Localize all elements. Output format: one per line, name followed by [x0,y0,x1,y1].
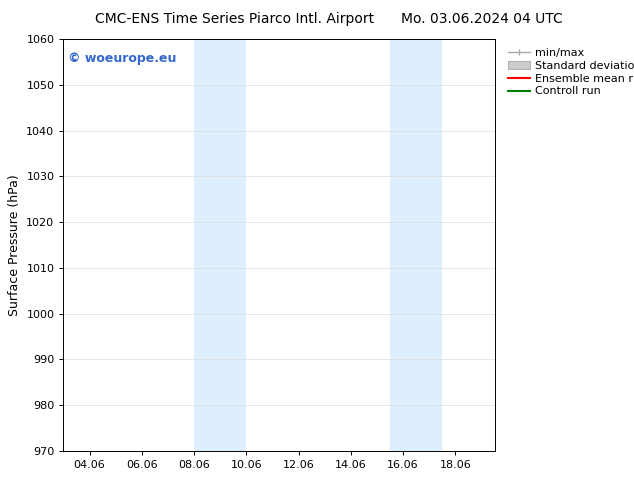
Y-axis label: Surface Pressure (hPa): Surface Pressure (hPa) [8,174,21,316]
Legend: min/max, Standard deviation, Ensemble mean run, Controll run: min/max, Standard deviation, Ensemble me… [505,45,634,100]
Text: Mo. 03.06.2024 04 UTC: Mo. 03.06.2024 04 UTC [401,12,563,26]
Bar [390,39,443,451]
Text: © woeurope.eu: © woeurope.eu [68,51,176,65]
Bar [194,39,246,451]
Text: CMC-ENS Time Series Piarco Intl. Airport: CMC-ENS Time Series Piarco Intl. Airport [95,12,374,26]
